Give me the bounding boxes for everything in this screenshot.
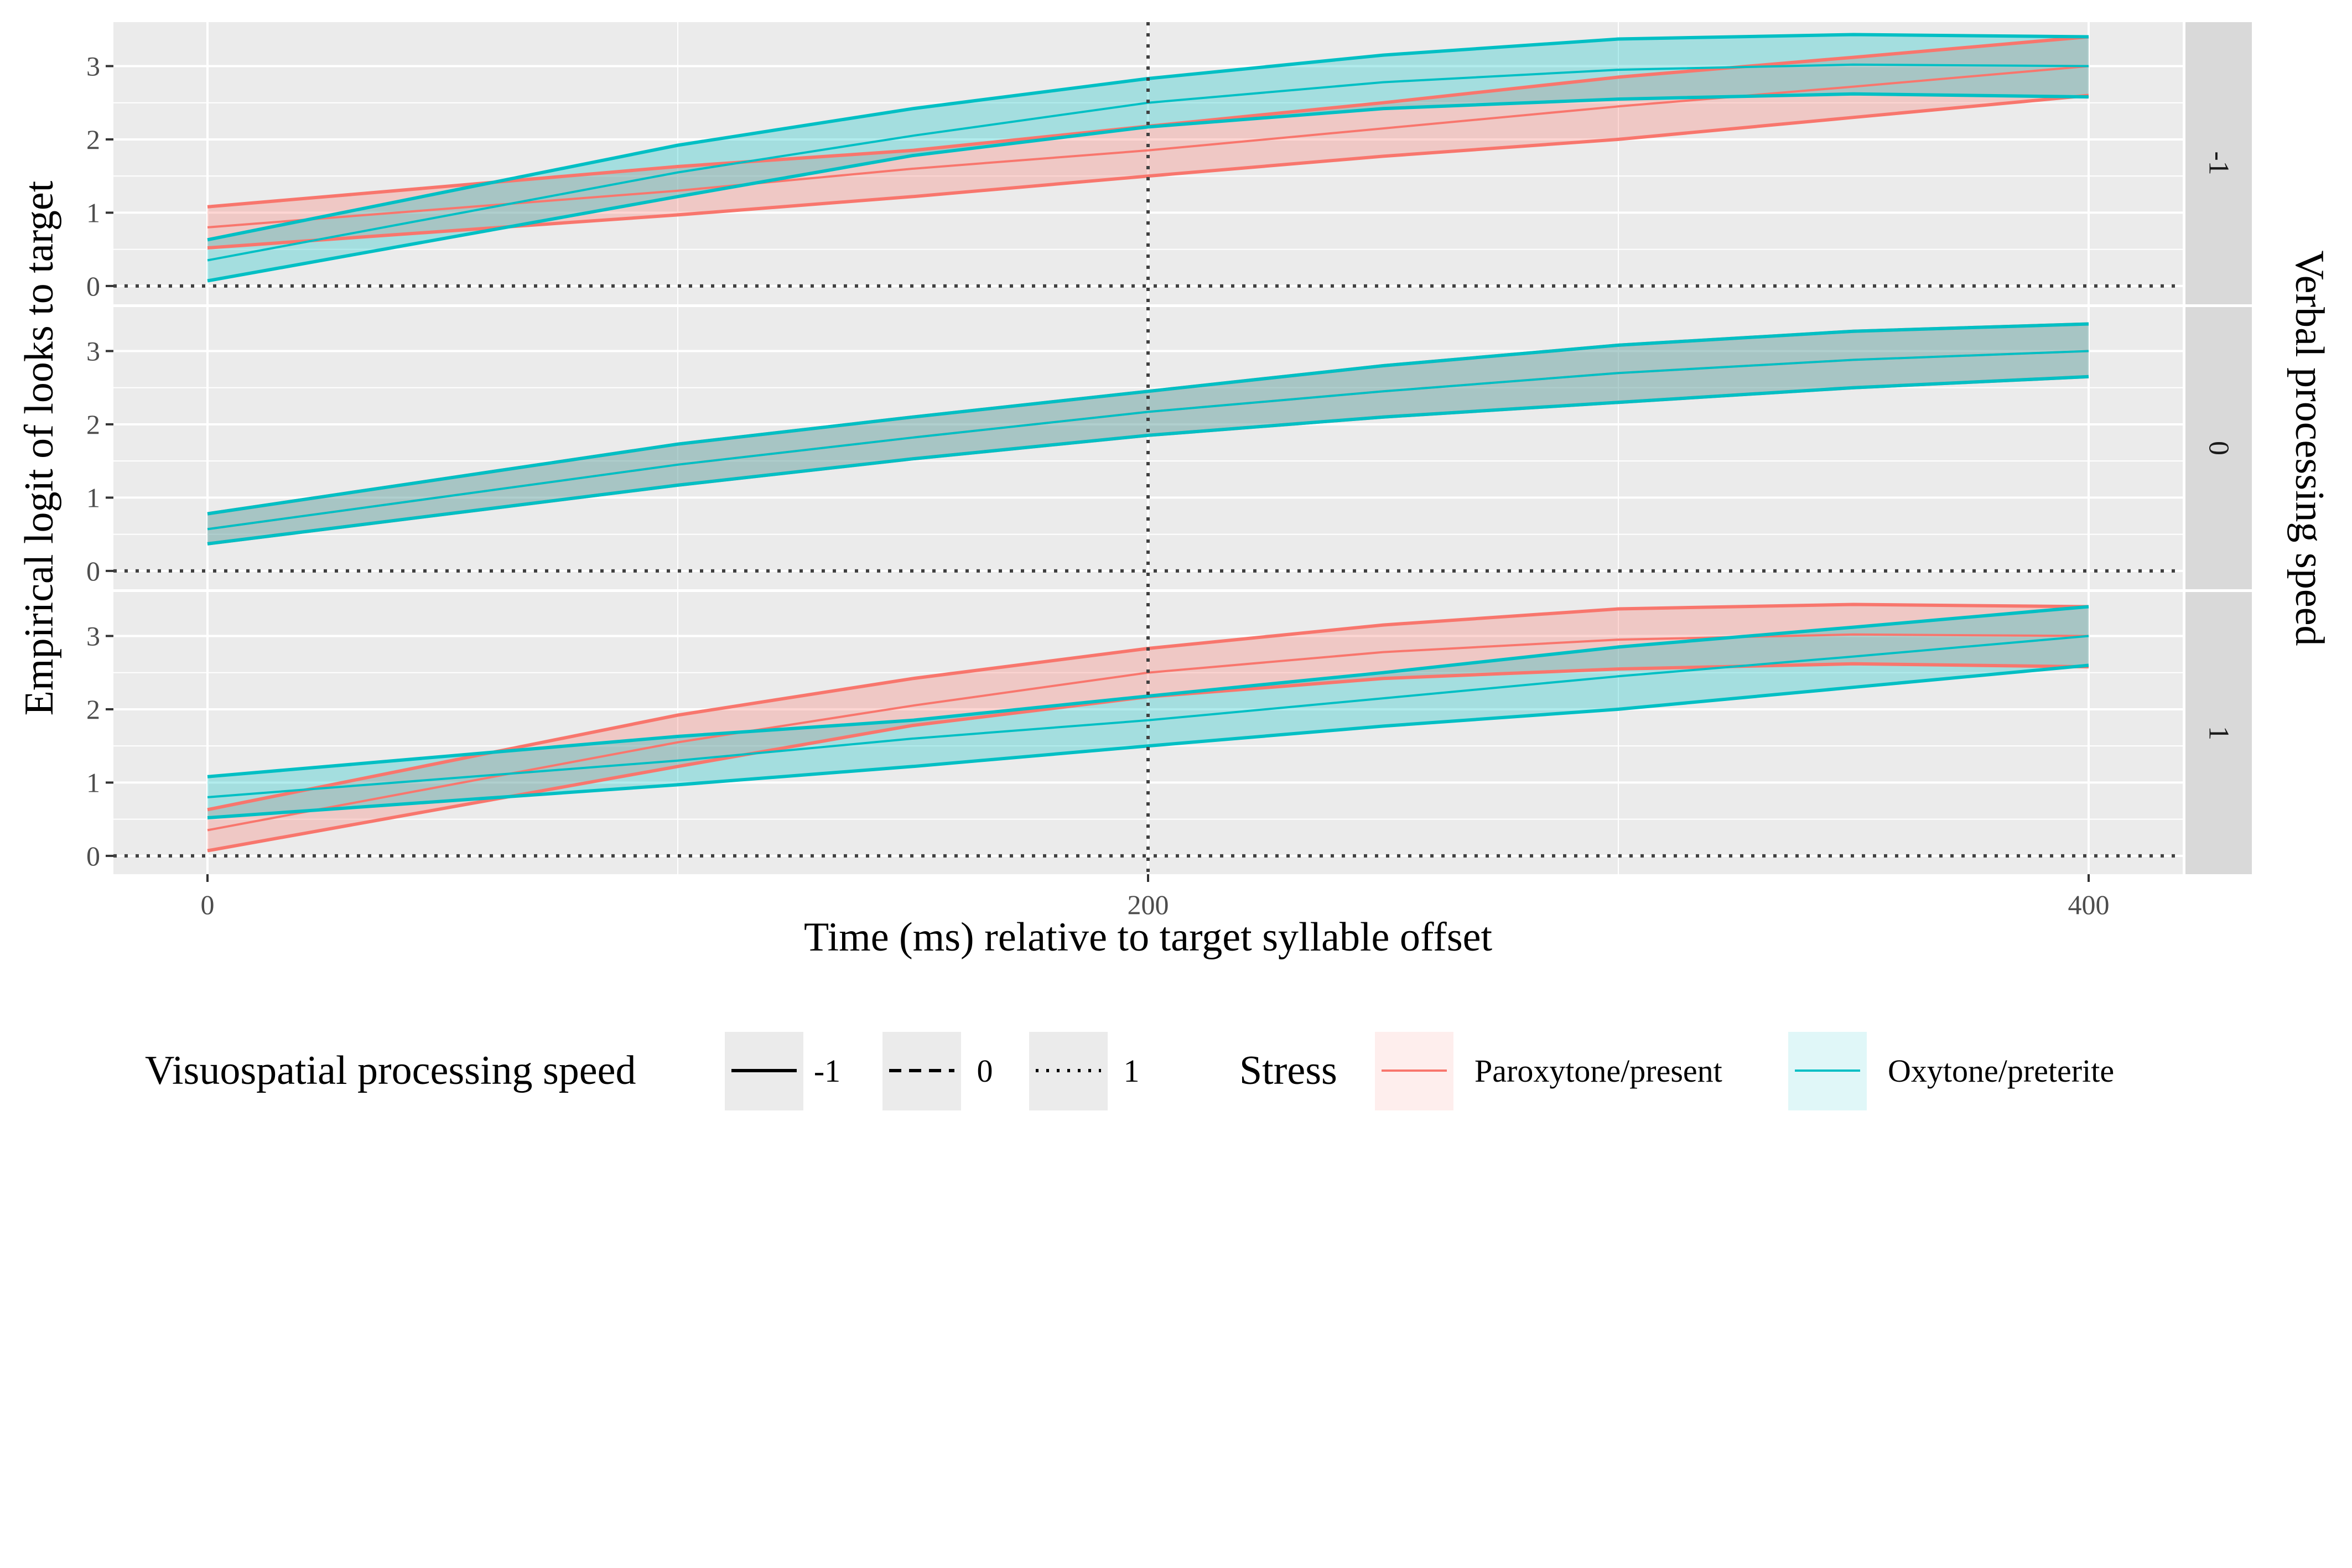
panel-2: 0 1 2 3 1: [86, 592, 2252, 874]
y-tick-label: 2: [86, 124, 100, 155]
ribbon-paroxytone-present: [207, 604, 2089, 851]
legend-label: 1: [1124, 1053, 1140, 1089]
y-tick-label: 0: [86, 840, 100, 871]
lower-bound-oxytone-preterite: [207, 92, 2089, 283]
lower-bound-oxytone-preterite: [207, 663, 2089, 819]
mean-line-paroxytone-present: [207, 633, 2089, 832]
upper-bound-oxytone-preterite: [207, 605, 2089, 778]
legend-layer: Visuospatial processing speed -1 0 1 Stress P…: [145, 1032, 2114, 1110]
y-tick-label: 1: [86, 482, 100, 513]
upper-bound-paroxytone-present: [207, 35, 2089, 209]
lower-bound-paroxytone-present: [207, 94, 2089, 250]
y-tick-label: 0: [86, 555, 100, 586]
lower-bound-paroxytone-present: [207, 662, 2089, 853]
mean-line-oxytone-preterite: [207, 635, 2089, 798]
upper-bound-oxytone-preterite: [207, 33, 2089, 242]
y-tick-label: 0: [86, 271, 100, 302]
y-tick-label: 2: [86, 409, 100, 440]
facet-strip: [2185, 592, 2252, 874]
facet-strip-label: -1: [2203, 151, 2235, 175]
facet-strip: [2185, 22, 2252, 304]
y-tick-label: 2: [86, 694, 100, 725]
legend-label: 0: [977, 1053, 993, 1089]
y-tick-label: 3: [86, 620, 100, 651]
mean-line-paroxytone-present: [207, 65, 2089, 229]
x-tick-label: 200: [1128, 889, 1169, 920]
legend-title-stress: Stress: [1239, 1048, 1337, 1093]
panels-layer: 0 1 2 3 -1 0 1 2 3 0 0 1 2 3 1: [86, 22, 2252, 874]
lower-bound-oxytone-preterite: [207, 375, 2089, 546]
legend-title-linetype: Visuospatial processing speed: [145, 1048, 636, 1093]
facet-strip-label: 0: [2203, 441, 2235, 455]
x-tick-label: 0: [201, 889, 215, 920]
facet-strip: [2185, 307, 2252, 589]
facet-strip-label: 1: [2203, 726, 2235, 740]
legend-label: -1: [814, 1053, 840, 1089]
y-tick-label: 1: [86, 767, 100, 798]
upper-bound-oxytone-preterite: [207, 322, 2089, 516]
mean-line-oxytone-preterite: [207, 63, 2089, 262]
y-tick-label: 1: [86, 197, 100, 228]
panel-1: 0 1 2 3 0: [86, 307, 2252, 589]
y-axis-title: Empirical logit of looks to target: [17, 180, 62, 715]
legend-label: Paroxytone/present: [1474, 1053, 1722, 1089]
facet-axis-title: Verbal processing speed: [2287, 250, 2332, 646]
y-tick-label: 3: [86, 335, 100, 366]
x-axis-title: Time (ms) relative to target syllable of…: [804, 915, 1492, 960]
mean-line-oxytone-preterite: [207, 350, 2089, 531]
y-tick-label: 3: [86, 50, 100, 81]
upper-bound-paroxytone-present: [207, 603, 2089, 812]
ribbon-oxytone-preterite: [207, 34, 2089, 281]
legend-label: Oxytone/preterite: [1888, 1053, 2114, 1089]
panel-0: 0 1 2 3 -1: [86, 22, 2252, 304]
x-tick-label: 400: [2068, 889, 2110, 920]
